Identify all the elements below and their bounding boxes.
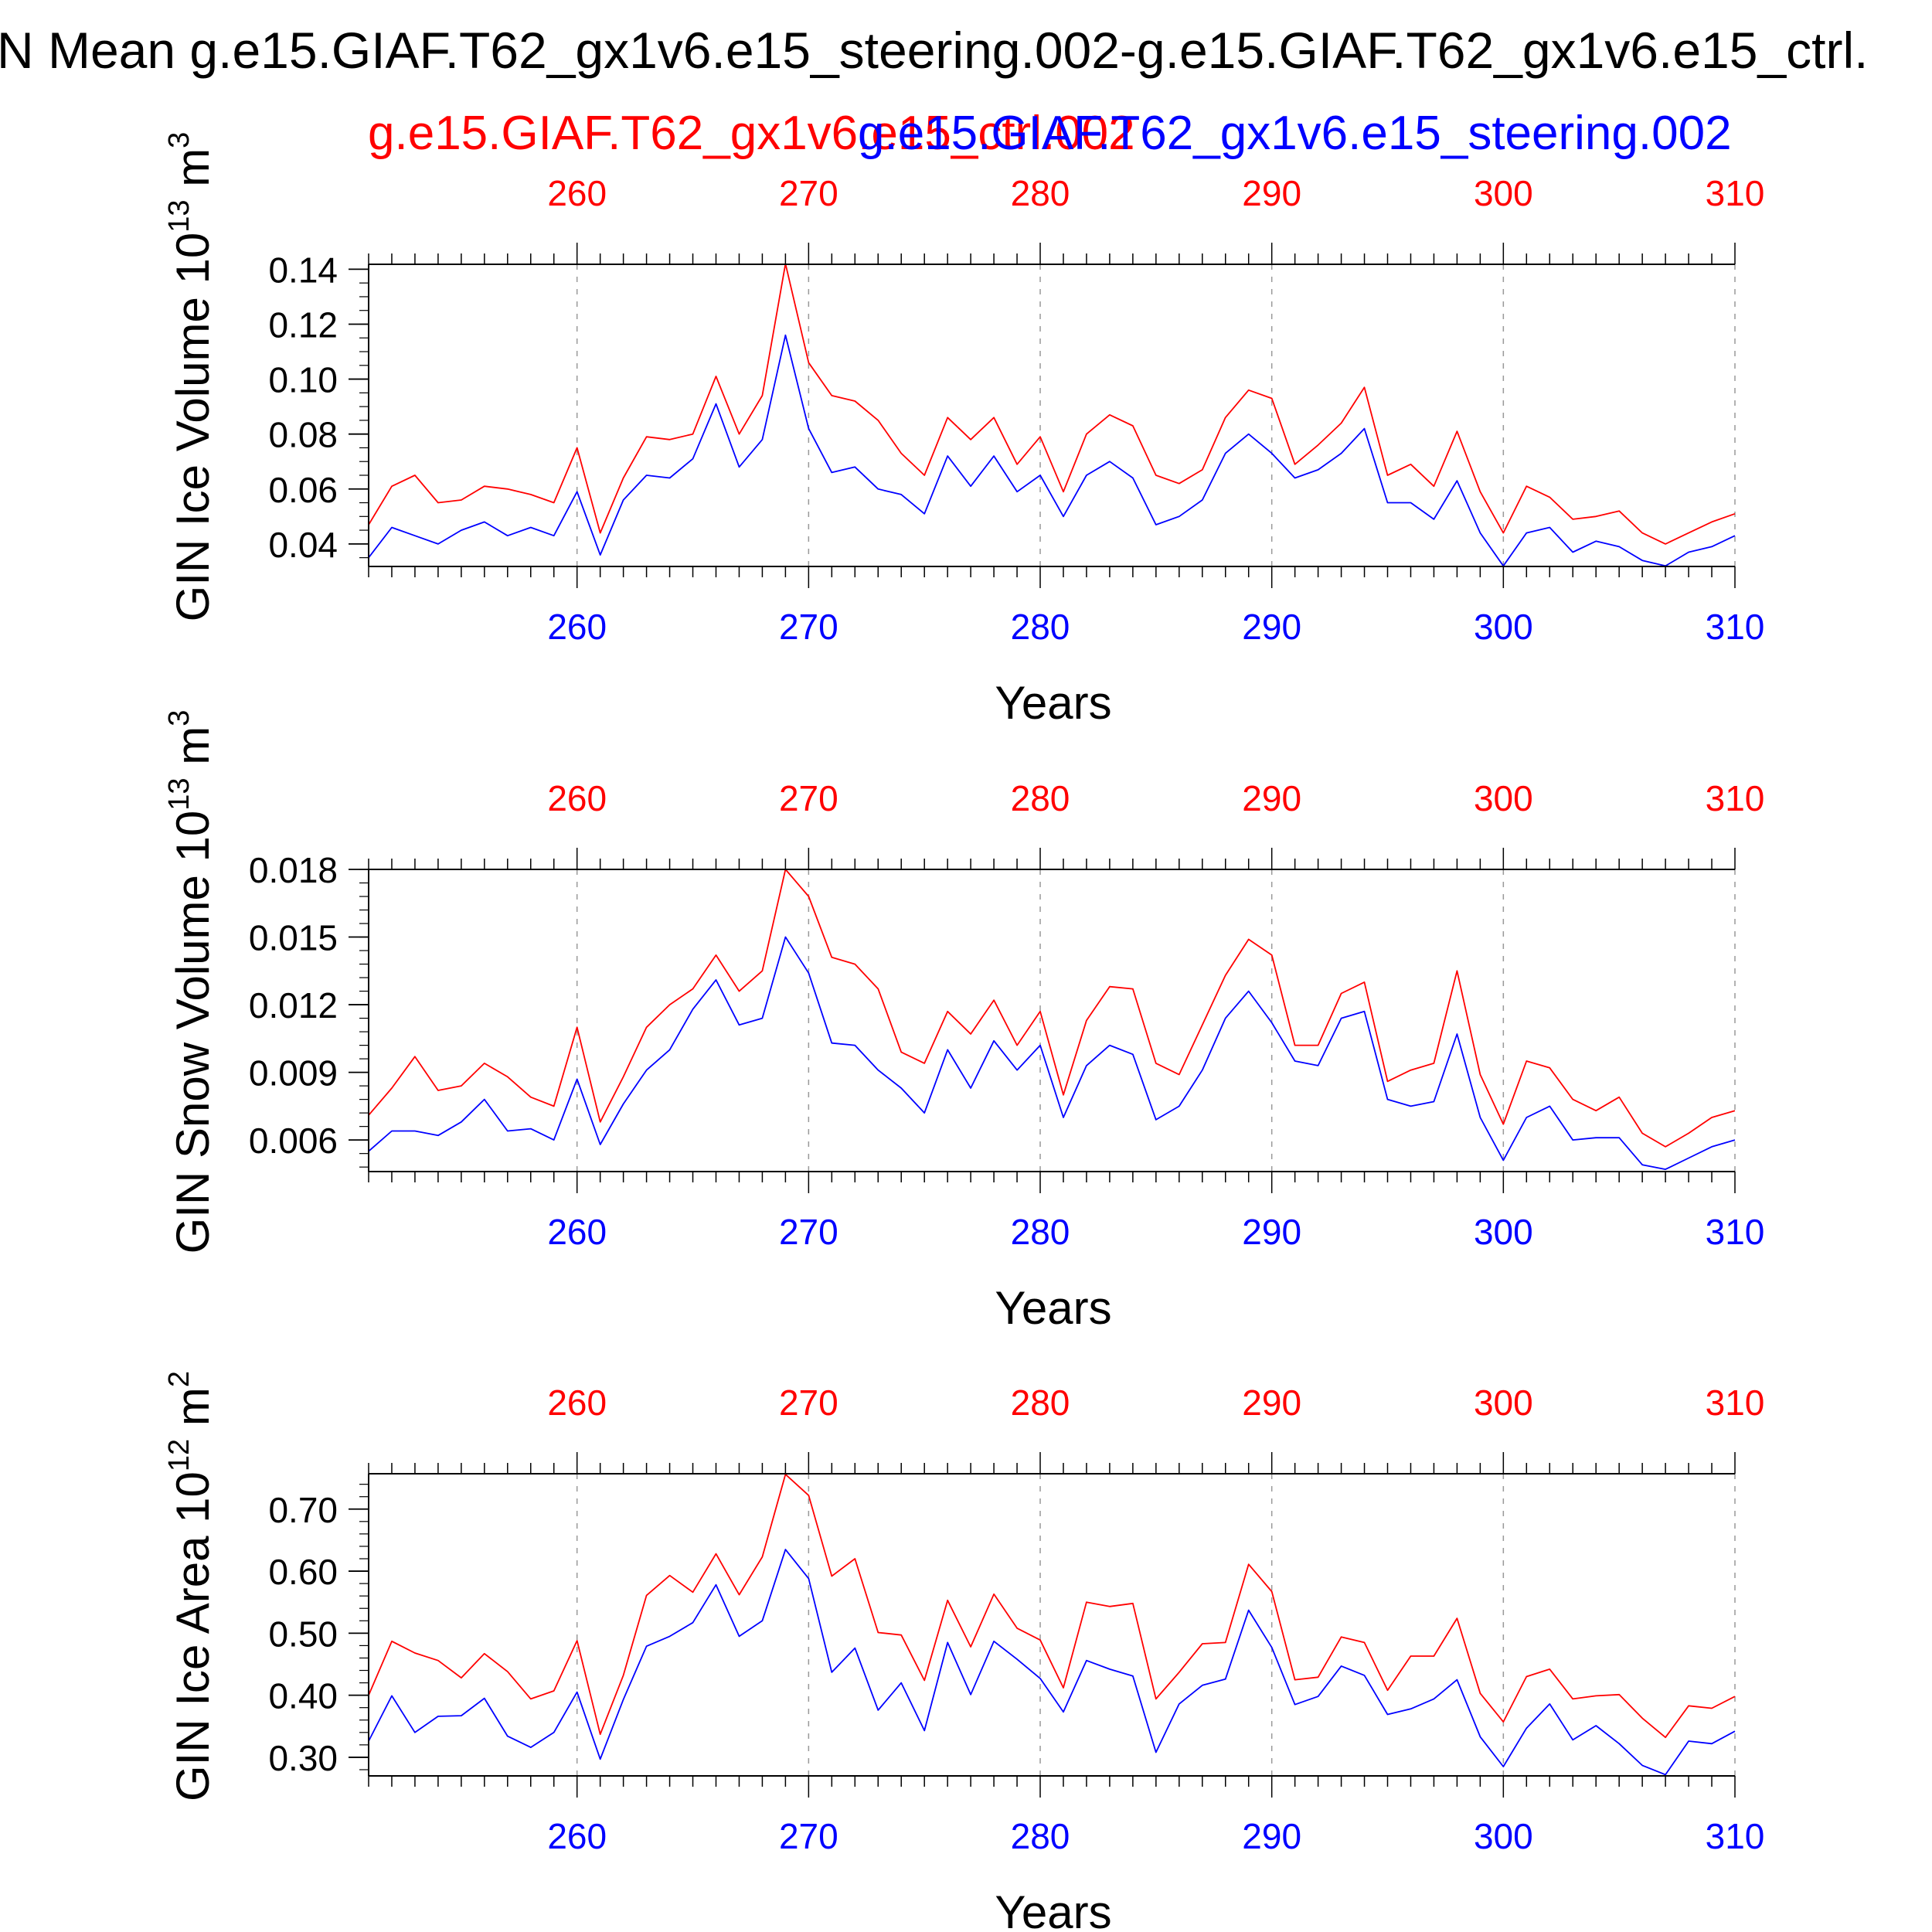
panels-group: 0.04 0.06 0.08 0.10 0.12 0.14 260 260 270 270 280 2… [163,132,1764,1932]
top-x-tick-label: 310 [1706,1383,1765,1423]
y-axis-title-unit-exponent: 3 [163,132,196,148]
y-axis-title-exponent: 12 [163,1439,196,1471]
bottom-x-tick-label: 280 [1011,607,1070,647]
bottom-x-tick-label: 290 [1242,1212,1301,1252]
x-axis-title: Years [995,1282,1111,1334]
chart-panel-1: 0.04 0.06 0.08 0.10 0.12 0.14 260 260 270 270 280 2… [163,132,1764,729]
y-axis-title: GIN Ice Area 1012 m2 [163,1371,219,1801]
y-axis-title-unit: m [167,726,219,778]
red-series-line [368,1473,1736,1739]
bottom-x-tick-label: 280 [1011,1212,1070,1252]
top-x-tick-label: 280 [1011,1383,1070,1423]
top-x-tick-label: 260 [547,778,607,818]
y-tick-label: 0.14 [268,250,338,290]
y-axis-title-unit: m [167,1387,219,1439]
y-tick-label: 0.40 [268,1676,338,1716]
bottom-x-tick-label: 260 [547,1816,607,1856]
y-tick-label: 0.50 [268,1614,338,1654]
top-x-tick-label: 290 [1242,778,1301,818]
y-axis-title-exponent: 13 [163,199,196,232]
bottom-x-tick-label: 270 [779,607,838,647]
y-axis-title: GIN Ice Volume 1013 m3 [163,132,219,622]
y-axis-title-main: GIN Ice Volume 10 [167,233,219,622]
y-tick-label: 0.30 [268,1738,338,1778]
top-x-tick-label: 300 [1474,1383,1533,1423]
blue-series-line [368,334,1736,567]
y-axis-title: GIN Snow Volume 1013 m3 [163,710,219,1254]
y-axis-title-unit: m [167,148,219,200]
top-x-tick-label: 280 [1011,173,1070,213]
y-tick-label: 0.04 [268,525,338,565]
y-tick-label: 0.08 [268,415,338,455]
bottom-x-tick-label: 280 [1011,1816,1070,1856]
top-x-tick-label: 290 [1242,173,1301,213]
top-x-tick-label: 270 [779,1383,838,1423]
bottom-x-tick-label: 300 [1474,607,1533,647]
y-tick-label: 0.015 [249,918,338,958]
y-tick-label: 0.06 [268,470,338,510]
bottom-x-tick-label: 260 [547,607,607,647]
top-x-tick-label: 270 [779,778,838,818]
top-x-tick-label: 270 [779,173,838,213]
blue-series-line [368,1549,1736,1776]
y-tick-label: 0.006 [249,1121,338,1161]
y-axis-title-unit-exponent: 3 [163,710,196,726]
y-tick-label: 0.012 [249,985,338,1026]
bottom-x-tick-label: 300 [1474,1212,1533,1252]
chart-panel-2: 0.006 0.009 0.012 0.015 0.018 260 260 270 270 280… [163,710,1764,1334]
red-series-line [368,869,1736,1148]
bottom-x-tick-label: 270 [779,1212,838,1252]
top-x-tick-label: 260 [547,173,607,213]
x-axis-title: Years [995,1886,1111,1932]
bottom-x-tick-label: 310 [1706,1816,1765,1856]
top-x-tick-label: 310 [1706,778,1765,818]
y-tick-label: 0.70 [268,1490,338,1530]
chart-title: N Mean g.e15.GIAF.T62_gx1v6.e15_steering… [0,22,1868,79]
top-x-tick-label: 290 [1242,1383,1301,1423]
top-x-tick-label: 280 [1011,778,1070,818]
y-tick-label: 0.018 [249,850,338,890]
top-x-tick-label: 260 [547,1383,607,1423]
bottom-x-tick-label: 310 [1706,1212,1765,1252]
y-axis-title-unit-exponent: 2 [163,1371,196,1387]
bottom-x-tick-label: 290 [1242,607,1301,647]
red-series-line [368,263,1736,545]
bottom-x-tick-label: 310 [1706,607,1765,647]
legend-blue-series: g.e15.GIAF.T62_gx1v6.e15_steering.002 [858,107,1732,160]
y-tick-label: 0.60 [268,1552,338,1592]
y-tick-label: 0.009 [249,1053,338,1094]
y-axis-title-main: GIN Ice Area 10 [167,1471,219,1801]
top-x-tick-label: 300 [1474,778,1533,818]
bottom-x-tick-label: 260 [547,1212,607,1252]
y-axis-title-exponent: 13 [163,777,196,810]
chart-panel-3: 0.30 0.40 0.50 0.60 0.70 260 260 270 270 280 280 29… [163,1371,1764,1932]
bottom-x-tick-label: 270 [779,1816,838,1856]
y-axis-title-main: GIN Snow Volume 10 [167,811,219,1254]
bottom-x-tick-label: 300 [1474,1816,1533,1856]
top-x-tick-label: 310 [1706,173,1765,213]
legend-red-series: g.e15.GIAF.T62_gx1v6.e15_ctrl.002 [368,107,1135,160]
blue-series-line [368,936,1736,1170]
y-tick-label: 0.12 [268,304,338,345]
top-x-tick-label: 300 [1474,173,1533,213]
y-tick-label: 0.10 [268,360,338,400]
x-axis-title: Years [995,677,1111,729]
bottom-x-tick-label: 290 [1242,1816,1301,1856]
